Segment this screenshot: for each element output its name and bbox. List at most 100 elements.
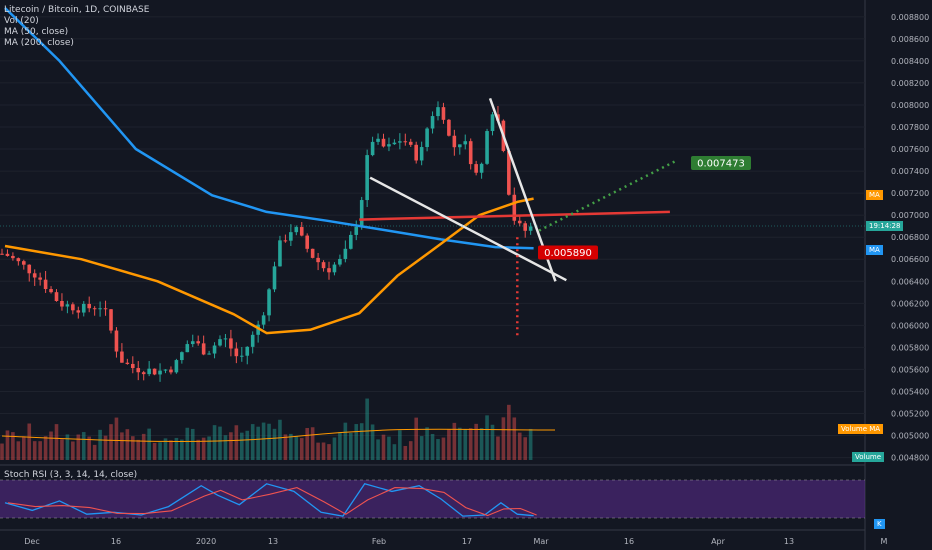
- candle: [316, 257, 320, 263]
- volume-bar: [299, 438, 304, 460]
- candle: [523, 223, 527, 231]
- volume-bar: [496, 436, 500, 460]
- candle: [338, 258, 342, 265]
- target-down-label-box: [538, 245, 598, 260]
- volume-ma-line: [1, 428, 556, 442]
- candle: [436, 107, 440, 117]
- candle: [32, 273, 37, 278]
- candle: [0, 253, 4, 255]
- y-tick-label: 0.007800: [891, 123, 929, 132]
- volume-bar: [147, 428, 151, 460]
- candle: [109, 309, 113, 331]
- y-tick-label: 0.007200: [891, 189, 929, 198]
- candle: [267, 289, 271, 316]
- candle: [452, 135, 457, 148]
- volume-bar: [441, 437, 446, 460]
- x-tick-label: 16: [624, 537, 634, 546]
- candle: [458, 144, 462, 148]
- candle: [92, 308, 97, 310]
- volume-bar: [398, 430, 402, 460]
- y-tick-label: 0.007600: [891, 145, 929, 154]
- candle: [343, 248, 348, 259]
- candle: [283, 240, 288, 242]
- candle: [517, 220, 522, 224]
- candle: [234, 348, 239, 357]
- y-tick-label: 0.005200: [891, 410, 929, 419]
- volume-bar: [125, 429, 130, 460]
- y-tick-label: 0.008600: [891, 35, 929, 44]
- candle: [158, 370, 162, 375]
- candle: [120, 351, 124, 363]
- volume-bar: [354, 424, 359, 460]
- up-projection-line: [538, 160, 676, 232]
- y-tick-label: 0.006800: [891, 233, 929, 242]
- candle: [229, 338, 233, 349]
- candle: [414, 144, 418, 161]
- volume-bar: [332, 437, 337, 460]
- volume-bar: [92, 444, 97, 460]
- volume-bar: [141, 433, 146, 460]
- candle: [468, 141, 473, 165]
- candle: [430, 116, 435, 129]
- y-tick-label: 0.008800: [891, 13, 929, 22]
- y-tick-label: 0.005600: [891, 365, 929, 374]
- volume-bar: [403, 445, 408, 460]
- candle: [60, 301, 64, 307]
- candle: [425, 128, 429, 148]
- volume-bar: [387, 436, 391, 460]
- candle: [376, 138, 380, 142]
- volume-bar: [136, 439, 141, 460]
- volume-bar: [207, 436, 211, 460]
- y-tick-label: 0.005000: [891, 432, 929, 441]
- volume-bar: [272, 428, 277, 460]
- candle: [103, 308, 108, 310]
- ma200-line: [4, 7, 534, 250]
- volume-bar: [294, 436, 299, 460]
- volume-bar: [501, 417, 506, 460]
- candle: [81, 303, 86, 313]
- volume-ma-tag: Volume MA: [838, 424, 884, 434]
- volume-bar: [201, 437, 206, 460]
- candle: [403, 141, 408, 143]
- candle: [261, 315, 266, 325]
- x-tick-label: 17: [462, 537, 472, 546]
- ma50-line: [4, 197, 534, 335]
- volume-bar: [425, 427, 429, 460]
- volume-bar: [359, 423, 364, 460]
- y-tick-label: 0.006400: [891, 277, 929, 286]
- volume-bar: [185, 427, 190, 460]
- volume-bar: [468, 428, 473, 460]
- candle: [136, 368, 141, 373]
- x-tick-label: Apr: [711, 537, 726, 546]
- volume-bar: [321, 442, 326, 460]
- candle: [11, 255, 15, 259]
- volume-bar: [0, 443, 4, 460]
- volume-bar: [283, 434, 288, 460]
- volume-bar: [316, 442, 320, 460]
- candle: [490, 114, 495, 132]
- volume-bar: [430, 433, 435, 460]
- target-up-label-box: [691, 156, 751, 171]
- candle: [27, 264, 32, 274]
- volume-bar: [381, 434, 386, 460]
- y-tick-label: 0.004800: [891, 454, 929, 463]
- candle: [207, 353, 211, 355]
- volume-bar: [38, 441, 42, 460]
- volume-bar: [190, 428, 195, 460]
- candle: [169, 369, 173, 373]
- candle: [419, 147, 424, 161]
- rsi-k-line: [4, 483, 534, 517]
- candle: [299, 227, 304, 236]
- volume-bar: [131, 436, 135, 460]
- volume-bar: [338, 432, 342, 460]
- candle: [141, 372, 146, 375]
- volume-bar: [81, 432, 86, 460]
- volume-bar: [234, 425, 239, 460]
- volume-bar: [22, 436, 26, 460]
- volume-bar: [180, 439, 184, 460]
- volume-bar: [447, 429, 451, 460]
- candle: [98, 308, 102, 310]
- volume-bar: [218, 426, 222, 460]
